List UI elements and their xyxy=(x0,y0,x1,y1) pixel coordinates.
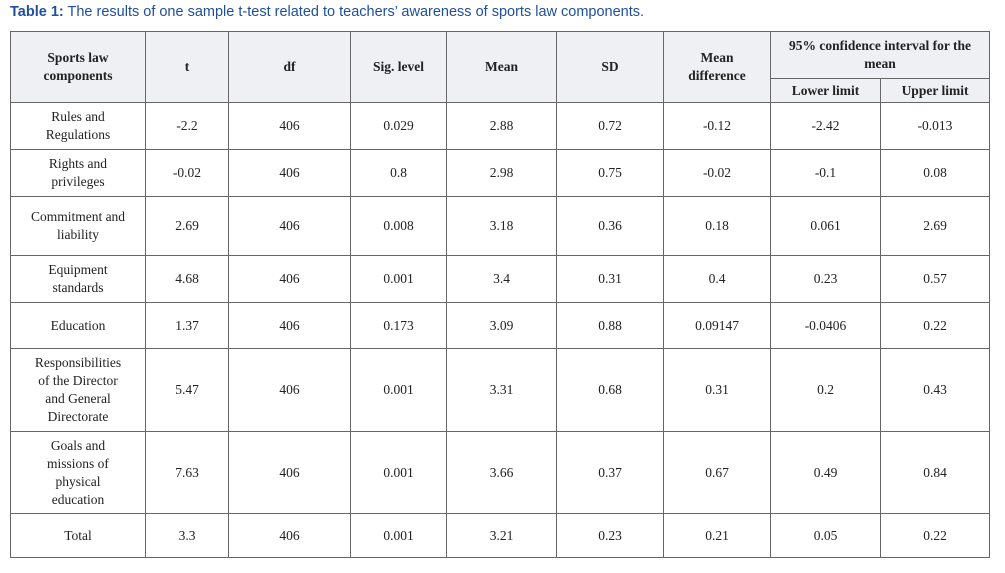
cell: 2.88 xyxy=(446,102,557,150)
cell: 0.67 xyxy=(663,431,771,514)
row-label: Education xyxy=(10,302,146,349)
table-row: Rules and Regulations -2.2 406 0.029 2.88 0.7… xyxy=(10,102,990,150)
subheader-row: Lower limit Upper limit xyxy=(11,78,990,103)
cell: 406 xyxy=(228,255,351,303)
caption-label: Table 1: xyxy=(10,4,64,20)
cell: 0.31 xyxy=(556,255,664,303)
cell: 3.21 xyxy=(446,513,557,558)
cell: 3.66 xyxy=(446,431,557,514)
cell: 0.88 xyxy=(556,302,664,349)
cell: 0.22 xyxy=(880,513,990,558)
cell: 0.061 xyxy=(770,196,881,256)
cell: 7.63 xyxy=(145,431,229,514)
cell: 0.72 xyxy=(556,102,664,150)
column-header: Mean difference xyxy=(663,31,771,103)
cell: -0.013 xyxy=(880,102,990,150)
cell: 0.21 xyxy=(663,513,771,558)
cell: 0.8 xyxy=(350,149,447,197)
table-row: Total 3.3 406 0.001 3.21 0.23 0.21 0.05 0.22 xyxy=(10,513,990,558)
cell: 0.57 xyxy=(880,255,990,303)
table-row: Rights and privileges -0.02 406 0.8 2.98 0.75… xyxy=(10,149,990,197)
column-header: Sports law components xyxy=(10,31,146,103)
header-row: Sports law components t df Sig. level Mean SD… xyxy=(10,31,990,103)
cell: 0.43 xyxy=(880,348,990,432)
cell: 1.37 xyxy=(145,302,229,349)
cell: 406 xyxy=(228,149,351,197)
cell: 0.68 xyxy=(556,348,664,432)
cell: 0.08 xyxy=(880,149,990,197)
cell: -2.42 xyxy=(770,102,881,150)
row-label: Commitment and liability xyxy=(10,196,146,256)
cell: 0.18 xyxy=(663,196,771,256)
cell: 0.029 xyxy=(350,102,447,150)
group-header: 95% confidence interval for the mean xyxy=(770,31,990,79)
cell: 0.22 xyxy=(880,302,990,349)
row-label: Responsibilities of the Director and Gen… xyxy=(10,348,146,432)
cell: -0.1 xyxy=(770,149,881,197)
table-row: Education 1.37 406 0.173 3.09 0.88 0.09147 -0.0… xyxy=(10,302,990,349)
cell: 0.05 xyxy=(770,513,881,558)
column-header: SD xyxy=(556,31,664,103)
cell: 0.37 xyxy=(556,431,664,514)
cell: 0.008 xyxy=(350,196,447,256)
column-header: df xyxy=(228,31,351,103)
column-header: t xyxy=(145,31,229,103)
cell: 0.001 xyxy=(350,255,447,303)
subcolumn-header: Lower limit xyxy=(770,78,881,103)
cell: 0.001 xyxy=(350,431,447,514)
table-row: Goals and missions of physical education… xyxy=(10,431,990,514)
row-label: Goals and missions of physical education xyxy=(10,431,146,514)
table-row: Responsibilities of the Director and Gen… xyxy=(10,348,990,432)
cell: 2.69 xyxy=(880,196,990,256)
cell: 0.2 xyxy=(770,348,881,432)
cell: 3.09 xyxy=(446,302,557,349)
row-label: Rules and Regulations xyxy=(10,102,146,150)
column-header: Sig. level xyxy=(350,31,447,103)
cell: 0.001 xyxy=(350,513,447,558)
cell: 0.75 xyxy=(556,149,664,197)
cell: -0.0406 xyxy=(770,302,881,349)
cell: -0.02 xyxy=(663,149,771,197)
cell: 406 xyxy=(228,102,351,150)
cell: 0.173 xyxy=(350,302,447,349)
cell: 0.49 xyxy=(770,431,881,514)
cell: 406 xyxy=(228,196,351,256)
cell: 3.4 xyxy=(446,255,557,303)
column-header: Mean xyxy=(446,31,557,103)
cell: 406 xyxy=(228,302,351,349)
table-row: Equipment standards 4.68 406 0.001 3.4 0.31 0.… xyxy=(10,255,990,303)
caption-text: The results of one sample t-test related… xyxy=(67,4,645,20)
cell: 5.47 xyxy=(145,348,229,432)
cell: -0.12 xyxy=(663,102,771,150)
cell: 406 xyxy=(228,513,351,558)
cell: 3.3 xyxy=(145,513,229,558)
cell: 2.98 xyxy=(446,149,557,197)
caption: Table 1: The results of one sample t-tes… xyxy=(10,4,644,20)
cell: 0.31 xyxy=(663,348,771,432)
cell: 3.31 xyxy=(446,348,557,432)
row-label: Total xyxy=(10,513,146,558)
results-table: Sports law components t df Sig. level Mean SD… xyxy=(10,31,990,558)
cell: 4.68 xyxy=(145,255,229,303)
cell: 0.36 xyxy=(556,196,664,256)
cell: 0.84 xyxy=(880,431,990,514)
cell: -0.02 xyxy=(145,149,229,197)
cell: 3.18 xyxy=(446,196,557,256)
cell: 0.23 xyxy=(770,255,881,303)
cell: 0.23 xyxy=(556,513,664,558)
table-row: Commitment and liability 2.69 406 0.008 3.18… xyxy=(10,196,990,256)
cell: 0.09147 xyxy=(663,302,771,349)
row-label: Rights and privileges xyxy=(10,149,146,197)
subcolumn-header: Upper limit xyxy=(880,78,990,103)
cell: 406 xyxy=(228,431,351,514)
cell: -2.2 xyxy=(145,102,229,150)
cell: 0.4 xyxy=(663,255,771,303)
cell: 2.69 xyxy=(145,196,229,256)
cell: 0.001 xyxy=(350,348,447,432)
cell: 406 xyxy=(228,348,351,432)
row-label: Equipment standards xyxy=(10,255,146,303)
